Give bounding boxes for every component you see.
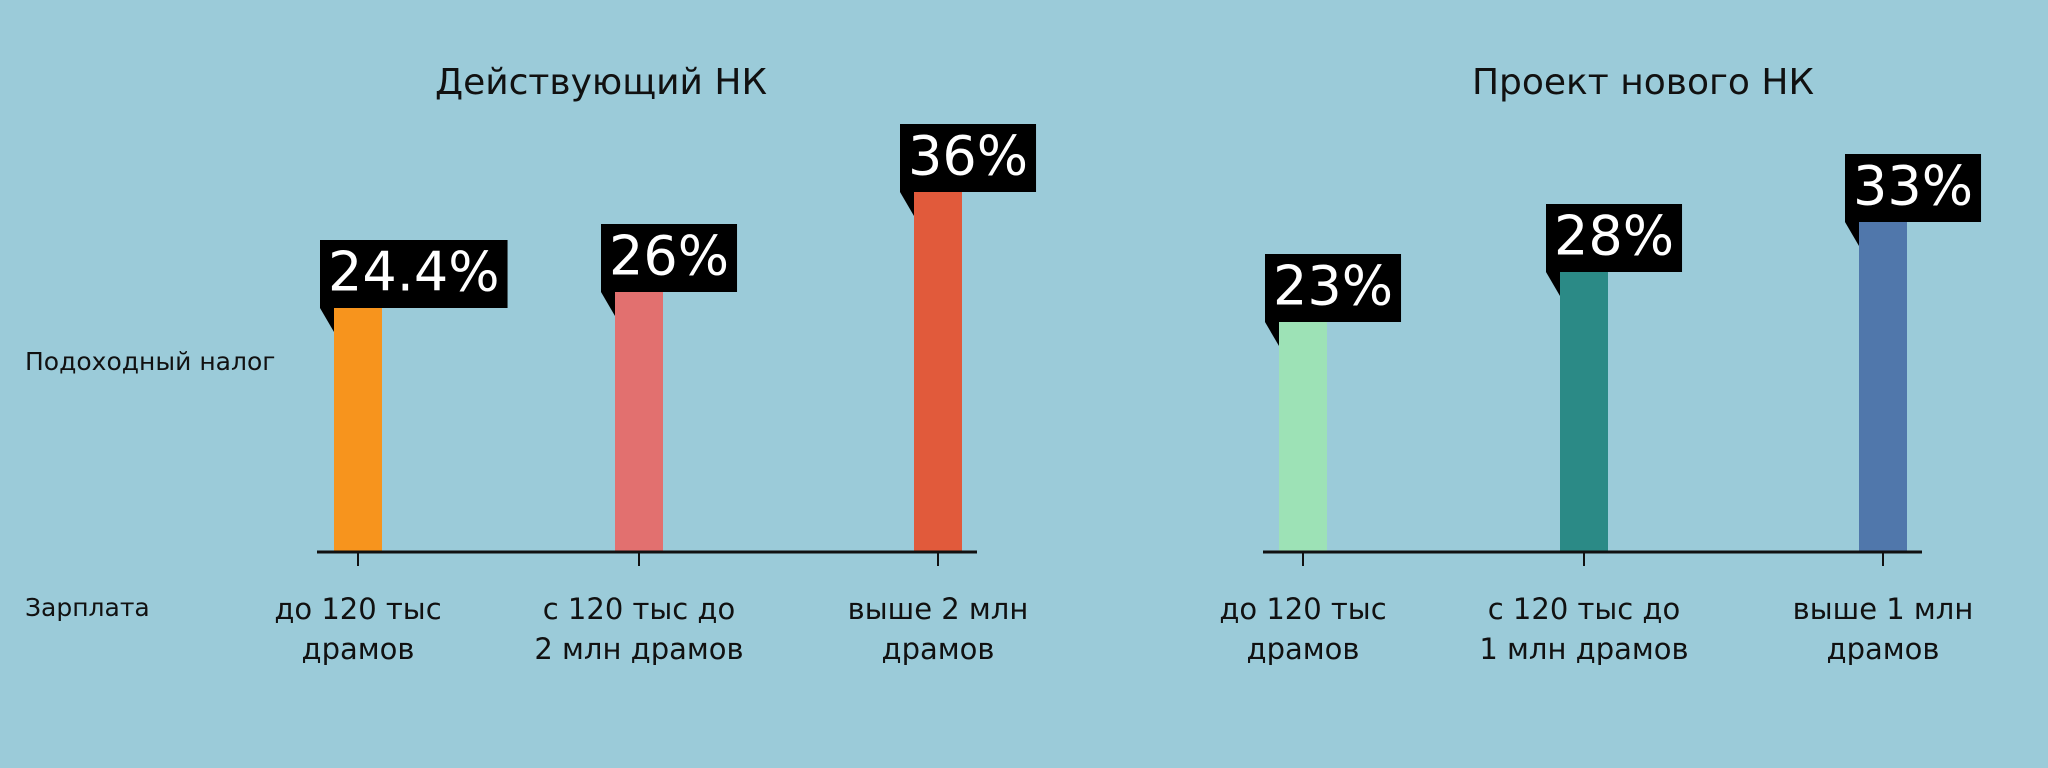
bar bbox=[1859, 222, 1907, 552]
bar bbox=[914, 192, 962, 552]
x-tick-label: до 120 тыс bbox=[274, 592, 441, 626]
x-tick-label: 1 млн драмов bbox=[1479, 632, 1688, 666]
bar bbox=[334, 308, 382, 552]
bar bbox=[1279, 322, 1327, 552]
x-tick-label: с 120 тыс до bbox=[543, 592, 735, 626]
value-label-flag bbox=[1546, 272, 1560, 296]
value-label: 26% bbox=[609, 225, 729, 288]
value-label-box bbox=[900, 124, 1037, 192]
value-label-flag bbox=[1265, 322, 1279, 346]
x-tick-label: драмов bbox=[302, 632, 415, 666]
value-label: 23% bbox=[1273, 255, 1393, 318]
value-label-flag bbox=[320, 308, 334, 332]
value-label-box bbox=[1546, 204, 1683, 272]
x-tick-label: драмов bbox=[1827, 632, 1940, 666]
x-tick-label: выше 1 млн bbox=[1793, 592, 1974, 626]
value-label-box bbox=[1265, 254, 1402, 322]
value-label: 36% bbox=[908, 125, 1028, 188]
x-tick-label: 2 млн драмов bbox=[534, 632, 743, 666]
bar bbox=[1560, 272, 1608, 552]
x-axis-label: Зарплата bbox=[25, 593, 150, 622]
value-label-flag bbox=[1845, 222, 1859, 246]
value-label-box bbox=[601, 224, 738, 292]
value-label: 28% bbox=[1554, 205, 1674, 268]
chart-title: Действующий НК bbox=[435, 62, 767, 103]
x-tick-label: с 120 тыс до bbox=[1488, 592, 1680, 626]
x-tick-label: драмов bbox=[882, 632, 995, 666]
value-label-flag bbox=[900, 192, 914, 216]
bar bbox=[615, 292, 663, 552]
y-axis-label: Подоходный налог bbox=[25, 347, 275, 376]
value-label-flag bbox=[601, 292, 615, 316]
value-label: 33% bbox=[1853, 155, 1973, 218]
x-tick-label: драмов bbox=[1247, 632, 1360, 666]
chart-title: Проект нового НК bbox=[1472, 62, 1814, 103]
value-label: 24.4% bbox=[328, 241, 500, 304]
x-tick-label: до 120 тыс bbox=[1219, 592, 1386, 626]
x-tick-label: выше 2 млн bbox=[848, 592, 1029, 626]
value-label-box bbox=[1845, 154, 1982, 222]
value-label-box bbox=[320, 240, 508, 308]
